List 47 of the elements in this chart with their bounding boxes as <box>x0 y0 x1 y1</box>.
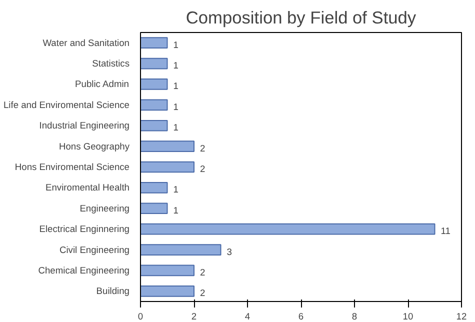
data-label: 3 <box>226 246 232 257</box>
data-label: 1 <box>173 40 178 50</box>
y-tick-label: Statistics <box>92 58 130 69</box>
bar <box>140 244 222 256</box>
y-tick-label: Building <box>96 286 130 296</box>
y-tick-label: Industrial Engineering <box>39 120 130 131</box>
data-label: 1 <box>173 60 178 71</box>
bar <box>140 58 168 70</box>
y-tick-label: Electrical Enginnering <box>39 224 130 234</box>
y-tick-label: Enviromental Health <box>46 182 130 193</box>
x-tick-label: 2 <box>191 312 197 322</box>
data-label: 1 <box>173 81 178 92</box>
y-tick-label: Chemical Engineering <box>38 265 130 276</box>
data-label: 11 <box>440 226 450 236</box>
y-tick-label: Civil Engineering <box>60 244 130 255</box>
y-tick-label: Life and Enviromental Science <box>3 100 130 110</box>
bar <box>140 161 194 173</box>
bar <box>140 78 168 90</box>
bar <box>140 264 194 276</box>
y-tick-label: Water and Sanitation <box>42 38 130 48</box>
x-tick-label: 0 <box>138 312 144 322</box>
x-tick-label: 10 <box>402 312 414 322</box>
x-tick-label: 6 <box>298 312 304 322</box>
bar <box>140 37 168 49</box>
data-label: 1 <box>173 184 178 195</box>
data-label: 1 <box>173 122 178 133</box>
bar <box>140 120 168 132</box>
data-label: 1 <box>173 102 178 112</box>
data-label: 2 <box>200 164 206 174</box>
bar <box>140 223 436 235</box>
data-label: 2 <box>200 288 206 298</box>
bar <box>140 99 168 111</box>
data-label: 2 <box>200 267 206 278</box>
x-tick-label: 8 <box>352 312 358 322</box>
x-tick-label: 12 <box>456 312 467 322</box>
bar <box>140 202 168 214</box>
y-tick-label: Public Admin <box>75 79 129 90</box>
bar <box>140 285 194 297</box>
data-label: 1 <box>173 205 178 216</box>
x-tick-label: 4 <box>244 312 250 322</box>
y-tick-label: Hons Geography <box>58 141 130 152</box>
bar <box>140 140 194 152</box>
chart-title: Composition by Field of Study <box>186 8 416 28</box>
y-tick-label: Engineering <box>80 203 130 214</box>
bar <box>140 182 168 194</box>
y-tick-label: Hons Enviromental Science <box>14 162 130 172</box>
data-label: 2 <box>200 143 206 154</box>
